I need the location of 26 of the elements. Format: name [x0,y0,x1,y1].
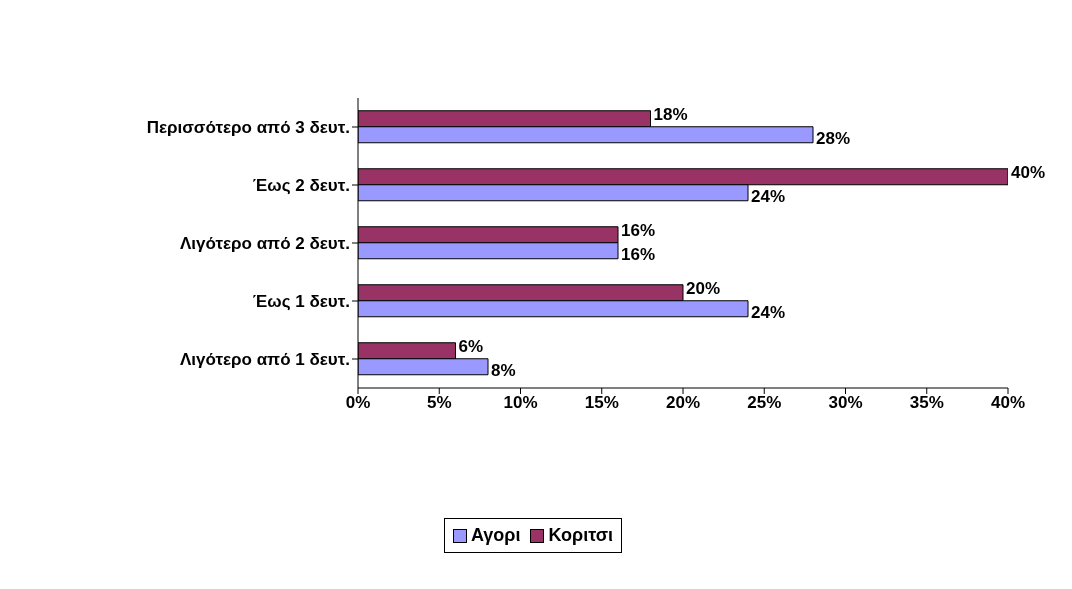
y-tick-label: Περισσότερο από 3 δευτ. [146,118,350,138]
data-label: 18% [653,105,688,125]
x-tick-label: 40% [990,393,1026,413]
x-tick-label: 0% [345,393,371,413]
data-label: 8% [491,361,516,381]
data-label: 28% [816,129,851,149]
data-label: 40% [1011,163,1046,183]
x-tick-label: 25% [747,393,782,413]
y-tick-label: Λιγότερο από 1 δευτ. [179,350,350,370]
data-label: 24% [751,187,786,207]
data-label: 6% [458,337,484,357]
legend-label: Κοριτσι [547,525,614,546]
data-label: 20% [686,279,721,299]
x-tick-label: 15% [584,393,619,413]
legend-label: Αγορι [469,525,521,546]
y-tick-label: Λιγότερο από 2 δευτ. [179,234,350,254]
y-tick-label: Έως 2 δευτ. [252,176,350,196]
data-label: 24% [751,303,786,323]
x-tick-label: 35% [909,393,944,413]
data-label: 16% [621,221,656,241]
x-tick-label: 10% [503,393,538,413]
y-tick-label: Έως 1 δευτ. [252,292,350,312]
x-tick-label: 5% [426,393,452,413]
x-tick-label: 20% [665,393,701,413]
data-label: 16% [621,245,656,265]
x-tick-label: 30% [828,393,863,413]
